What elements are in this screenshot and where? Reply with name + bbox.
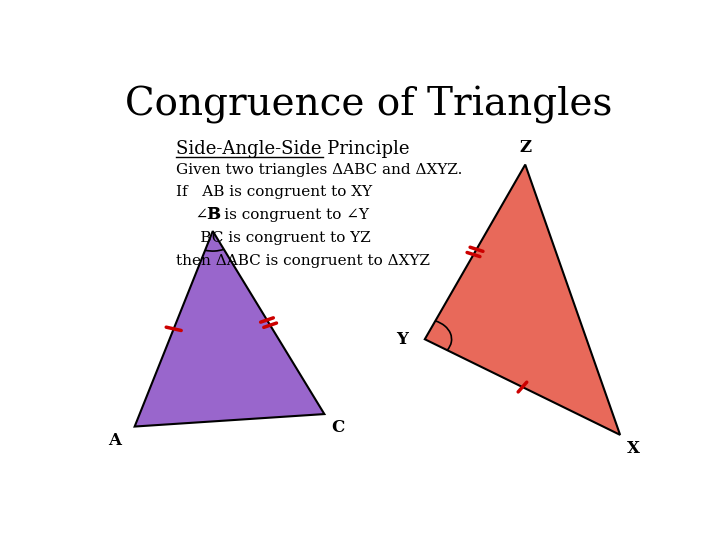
Text: Side-Angle-Side Principle: Side-Angle-Side Principle <box>176 140 410 158</box>
Text: A: A <box>108 432 121 449</box>
Text: then ΔABC is congruent to ΔXYZ: then ΔABC is congruent to ΔXYZ <box>176 254 431 268</box>
Polygon shape <box>425 165 620 435</box>
Polygon shape <box>135 231 324 427</box>
Text: X: X <box>627 440 640 457</box>
Text: C: C <box>331 419 345 436</box>
Text: BC is congruent to YZ: BC is congruent to YZ <box>176 231 372 245</box>
Text: Given two triangles ΔABC and ΔXYZ.: Given two triangles ΔABC and ΔXYZ. <box>176 163 463 177</box>
Text: ∠B is congruent to ∠Y: ∠B is congruent to ∠Y <box>176 208 369 222</box>
Text: If   AB is congruent to XY: If AB is congruent to XY <box>176 185 373 199</box>
Text: Z: Z <box>519 139 531 156</box>
Text: B: B <box>206 206 220 223</box>
Text: Congruence of Triangles: Congruence of Triangles <box>125 85 613 124</box>
Text: Y: Y <box>396 330 408 348</box>
